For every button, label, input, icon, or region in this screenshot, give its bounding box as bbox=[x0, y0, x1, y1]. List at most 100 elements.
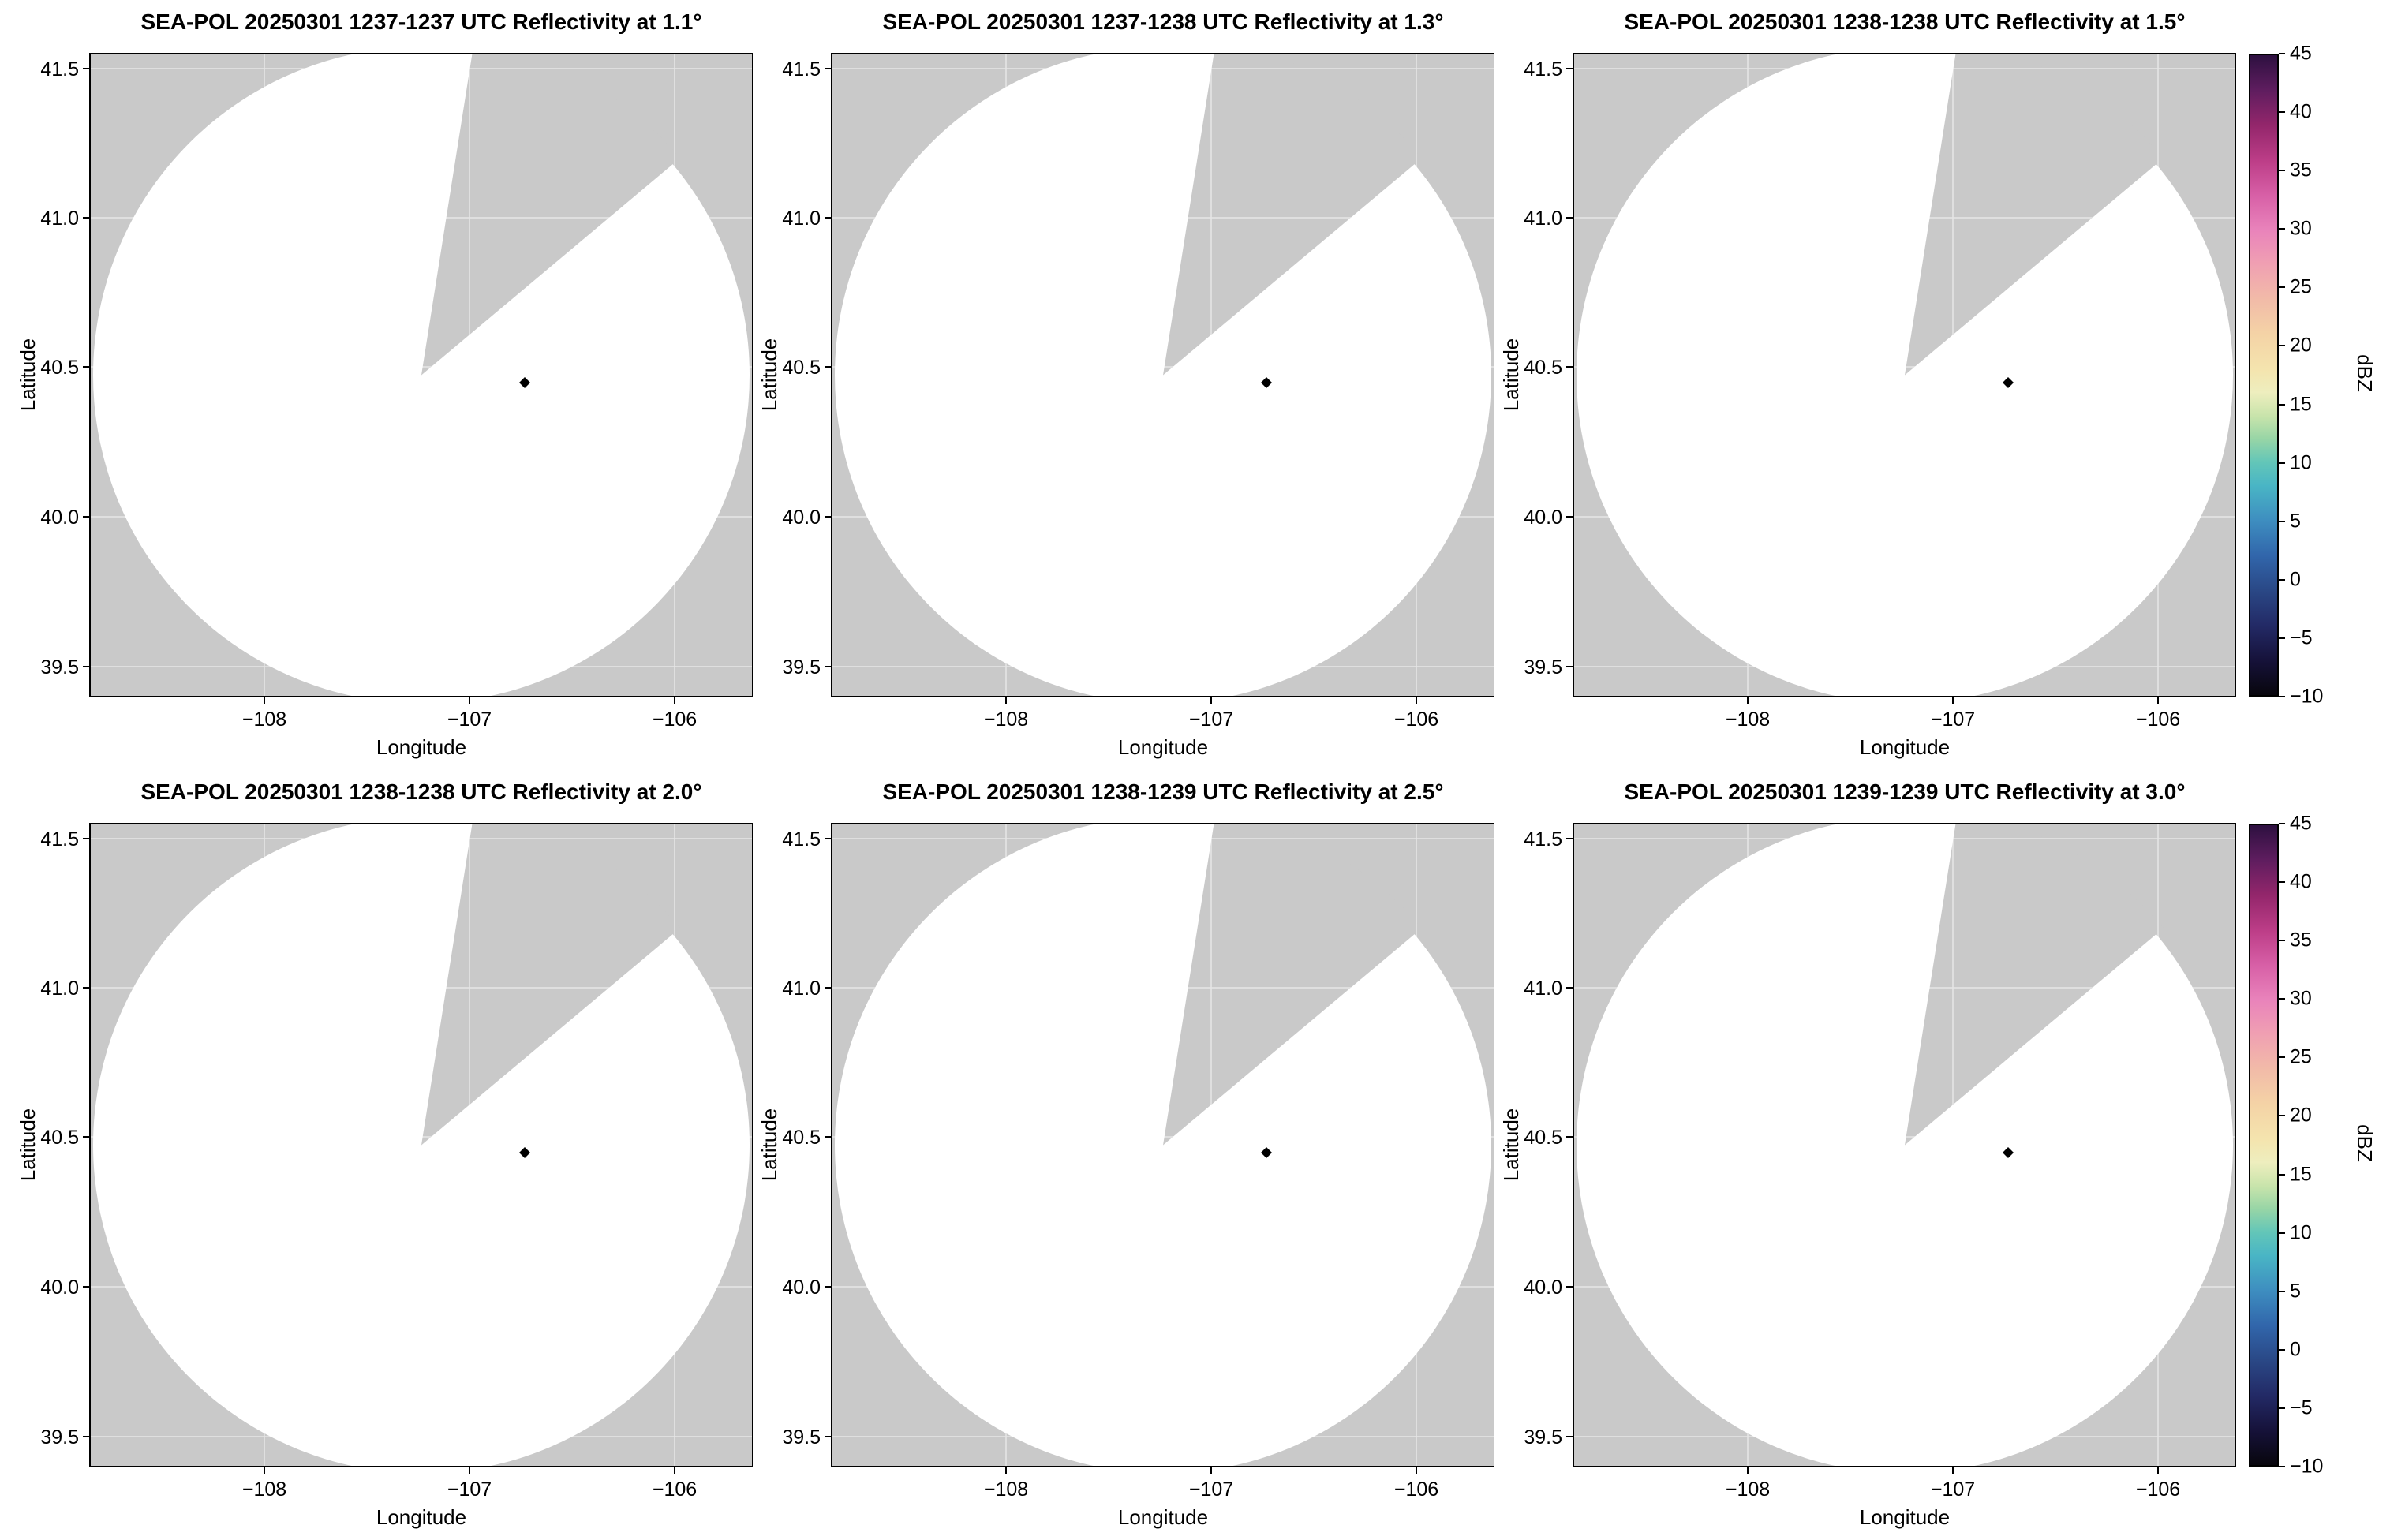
plot-frame bbox=[89, 53, 753, 697]
radar-panel: SEA-POL 20250301 1238-1239 UTC Reflectiv… bbox=[753, 770, 1494, 1534]
y-tick-label: 40.0 bbox=[782, 506, 821, 529]
x-tick-label: −106 bbox=[1394, 708, 1438, 731]
y-tick-label: 40.5 bbox=[40, 1127, 79, 1149]
colorbar-tick-label: 35 bbox=[2290, 929, 2312, 951]
plot-area: −108 −107 −106 41.5 41.0 40.5 40.0 39.5 … bbox=[1499, 823, 2236, 1529]
colorbar-tick-label: 45 bbox=[2290, 812, 2312, 835]
gridlines bbox=[90, 54, 753, 697]
colorbar-tickmark bbox=[2279, 170, 2285, 172]
x-tick-label: −108 bbox=[1726, 1478, 1770, 1501]
colorbar-tickmark bbox=[2279, 462, 2285, 464]
radar-site-marker bbox=[2003, 1147, 2014, 1158]
y-axis-label: Latitude bbox=[1499, 338, 1523, 412]
axis-ticks bbox=[1566, 838, 2159, 1474]
colorbar-tickmark bbox=[2279, 1290, 2285, 1292]
colorbar-gradient bbox=[2249, 824, 2279, 1467]
x-axis-label: Longitude bbox=[1118, 1505, 1208, 1529]
panel-title: SEA-POL 20250301 1239-1239 UTC Reflectiv… bbox=[1624, 779, 2186, 804]
colorbar-tickmark bbox=[2279, 1466, 2285, 1467]
y-tick-label: 40.0 bbox=[40, 506, 79, 529]
colorbar: 45 40 35 30 25 20 15 10 5 0 −5 −10 dBZ bbox=[2236, 770, 2403, 1534]
colorbar-tick-label: 45 bbox=[2290, 42, 2312, 65]
row-1-panels: SEA-POL 20250301 1237-1237 UTC Reflectiv… bbox=[11, 0, 2236, 770]
plot-area: −108 −107 −106 41.5 41.0 40.5 40.0 39.5 … bbox=[757, 823, 1494, 1529]
colorbar-tick-label: −5 bbox=[2290, 626, 2313, 649]
colorbar-tickmark bbox=[2279, 286, 2285, 289]
axis-ticks bbox=[825, 838, 1417, 1474]
radar-panel: SEA-POL 20250301 1238-1238 UTC Reflectiv… bbox=[11, 770, 753, 1534]
panel-row-1: SEA-POL 20250301 1237-1237 UTC Reflectiv… bbox=[11, 0, 2405, 770]
colorbar-tickmark bbox=[2279, 578, 2285, 581]
colorbar-wrap: 45 40 35 30 25 20 15 10 5 0 −5 −10 dBZ bbox=[2236, 43, 2403, 708]
axis-ticks bbox=[83, 68, 675, 704]
y-tick-label: 41.0 bbox=[1524, 207, 1562, 230]
colorbar-tick-label: 35 bbox=[2290, 159, 2312, 181]
radar-site-marker bbox=[2003, 377, 2014, 388]
y-tick-label: 39.5 bbox=[40, 656, 79, 678]
radar-site-marker bbox=[519, 377, 530, 388]
x-tick-label: −107 bbox=[1189, 708, 1233, 731]
plot-area: −108 −107 −106 41.5 41.0 40.5 40.0 39.5 … bbox=[16, 53, 753, 759]
colorbar-tickmark bbox=[2279, 637, 2285, 639]
gridlines bbox=[1573, 824, 2236, 1467]
panel-title: SEA-POL 20250301 1237-1237 UTC Reflectiv… bbox=[140, 9, 702, 34]
y-tick-label: 40.5 bbox=[1524, 1127, 1562, 1149]
missing-sector-wedge bbox=[1163, 54, 1422, 376]
radar-site-marker bbox=[1261, 377, 1272, 388]
gridlines bbox=[832, 824, 1494, 1467]
y-tick-label: 40.0 bbox=[782, 1276, 821, 1299]
plot-area: −108 −107 −106 41.5 41.0 40.5 40.0 39.5 … bbox=[16, 823, 753, 1529]
x-tick-label: −107 bbox=[447, 708, 492, 731]
colorbar-tick-label: −10 bbox=[2290, 685, 2324, 708]
radar-site-marker bbox=[519, 1147, 530, 1158]
colorbar-tick-label: −10 bbox=[2290, 1455, 2324, 1478]
y-axis-label: Latitude bbox=[16, 338, 39, 412]
colorbar-tick-label: 20 bbox=[2290, 334, 2312, 357]
missing-sector-wedge bbox=[1905, 824, 2164, 1146]
missing-sector-wedge bbox=[421, 824, 680, 1146]
colorbar-tickmark bbox=[2279, 1407, 2285, 1409]
colorbar-tick-label: 0 bbox=[2290, 568, 2301, 591]
colorbar-tick-label: 25 bbox=[2290, 275, 2312, 298]
colorbar-tickmark bbox=[2279, 1056, 2285, 1059]
colorbar-tickmark bbox=[2279, 345, 2285, 347]
x-tick-label: −108 bbox=[242, 708, 286, 731]
row-2-panels: SEA-POL 20250301 1238-1238 UTC Reflectiv… bbox=[11, 770, 2236, 1540]
y-tick-label: 40.5 bbox=[782, 357, 821, 379]
x-tick-label: −106 bbox=[1394, 1478, 1438, 1501]
gridlines bbox=[832, 54, 1494, 697]
x-tick-label: −106 bbox=[653, 708, 697, 731]
colorbar-wrap: 45 40 35 30 25 20 15 10 5 0 −5 −10 dBZ bbox=[2236, 813, 2403, 1478]
colorbar-label: dBZ bbox=[2353, 1124, 2377, 1162]
y-tick-label: 41.0 bbox=[40, 207, 79, 230]
colorbar-tickmark bbox=[2279, 1232, 2285, 1234]
radar-panel: SEA-POL 20250301 1239-1239 UTC Reflectiv… bbox=[1494, 770, 2236, 1534]
x-axis-label: Longitude bbox=[376, 735, 466, 759]
y-tick-label: 41.5 bbox=[40, 58, 79, 80]
y-tick-label: 41.0 bbox=[782, 977, 821, 1000]
colorbar-tick-label: 5 bbox=[2290, 1280, 2301, 1303]
colorbar-tick-label: 10 bbox=[2290, 451, 2312, 474]
x-tick-label: −107 bbox=[1931, 1478, 1975, 1501]
y-tick-label: 40.5 bbox=[40, 357, 79, 379]
plot-frame bbox=[1573, 823, 2236, 1467]
x-tick-label: −107 bbox=[447, 1478, 492, 1501]
radar-panel: SEA-POL 20250301 1237-1238 UTC Reflectiv… bbox=[753, 0, 1494, 764]
y-tick-label: 39.5 bbox=[1524, 656, 1562, 678]
y-tick-label: 41.5 bbox=[782, 58, 821, 80]
colorbar-tick-label: 25 bbox=[2290, 1045, 2312, 1068]
panel-title: SEA-POL 20250301 1238-1238 UTC Reflectiv… bbox=[1624, 9, 2186, 34]
radar-site-marker bbox=[1261, 1147, 1272, 1158]
colorbar-ticks: 45 40 35 30 25 20 15 10 5 0 −5 −10 bbox=[2236, 813, 2403, 1478]
axis-ticks bbox=[825, 68, 1417, 704]
missing-sector-wedge bbox=[421, 54, 680, 376]
y-tick-label: 41.5 bbox=[1524, 828, 1562, 850]
x-tick-label: −108 bbox=[984, 708, 1028, 731]
colorbar-tick-label: 5 bbox=[2290, 510, 2301, 533]
colorbar-tickmark bbox=[2279, 823, 2285, 824]
axis-ticks bbox=[83, 838, 675, 1474]
plot-frame bbox=[831, 823, 1494, 1467]
gridlines bbox=[90, 824, 753, 1467]
y-tick-label: 39.5 bbox=[1524, 1426, 1562, 1448]
